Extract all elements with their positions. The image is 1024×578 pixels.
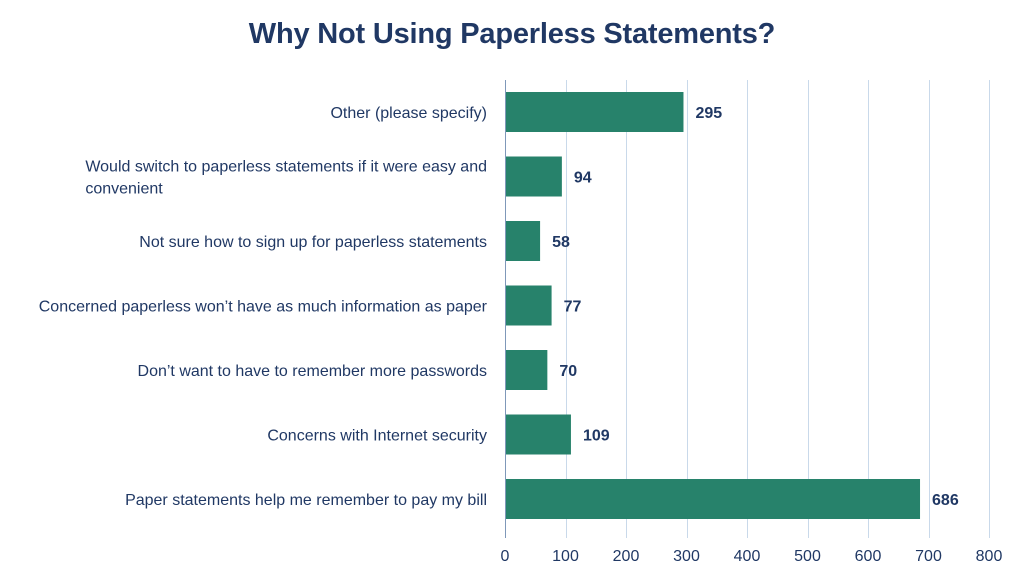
category-label: Don’t want to have to remember more pass…	[138, 363, 487, 380]
data-label: 70	[559, 363, 577, 380]
category-label: convenient	[85, 181, 163, 198]
chart-title: Why Not Using Paperless Statements?	[248, 18, 776, 50]
category-label: Would switch to paperless statements if …	[85, 159, 487, 176]
x-tick-label: 100	[552, 548, 579, 565]
data-label: 109	[583, 428, 610, 445]
x-tick-label: 800	[976, 548, 1003, 565]
x-tick-label: 400	[734, 548, 761, 565]
category-label: Paper statements help me remember to pay…	[125, 492, 487, 509]
bar	[506, 414, 571, 455]
bar	[506, 221, 541, 261]
gridlines	[505, 80, 990, 538]
bar	[506, 350, 548, 390]
bars	[506, 92, 921, 519]
data-label: 295	[695, 105, 722, 122]
data-label: 77	[564, 299, 582, 316]
data-label: 94	[574, 170, 592, 187]
data-label: 58	[552, 234, 570, 251]
category-label: Concerns with Internet security	[267, 428, 487, 445]
bar	[506, 479, 921, 519]
labels: 0 100 200 300 400 500 600 700 800 295 Other (pleas…	[39, 105, 1003, 565]
x-tick-label: 200	[613, 548, 640, 565]
data-label: 686	[932, 492, 959, 509]
category-label: Concerned paperless won’t have as much i…	[39, 299, 488, 316]
bar	[506, 285, 552, 326]
bar	[506, 156, 562, 197]
x-tick-label: 700	[915, 548, 942, 565]
category-label: Not sure how to sign up for paperless st…	[139, 234, 487, 251]
x-tick-label: 500	[794, 548, 821, 565]
category-label: Other (please specify)	[330, 105, 487, 122]
x-tick-label: 600	[855, 548, 882, 565]
x-tick-label: 300	[673, 548, 700, 565]
bar	[506, 92, 684, 132]
x-tick-label: 0	[501, 548, 510, 565]
